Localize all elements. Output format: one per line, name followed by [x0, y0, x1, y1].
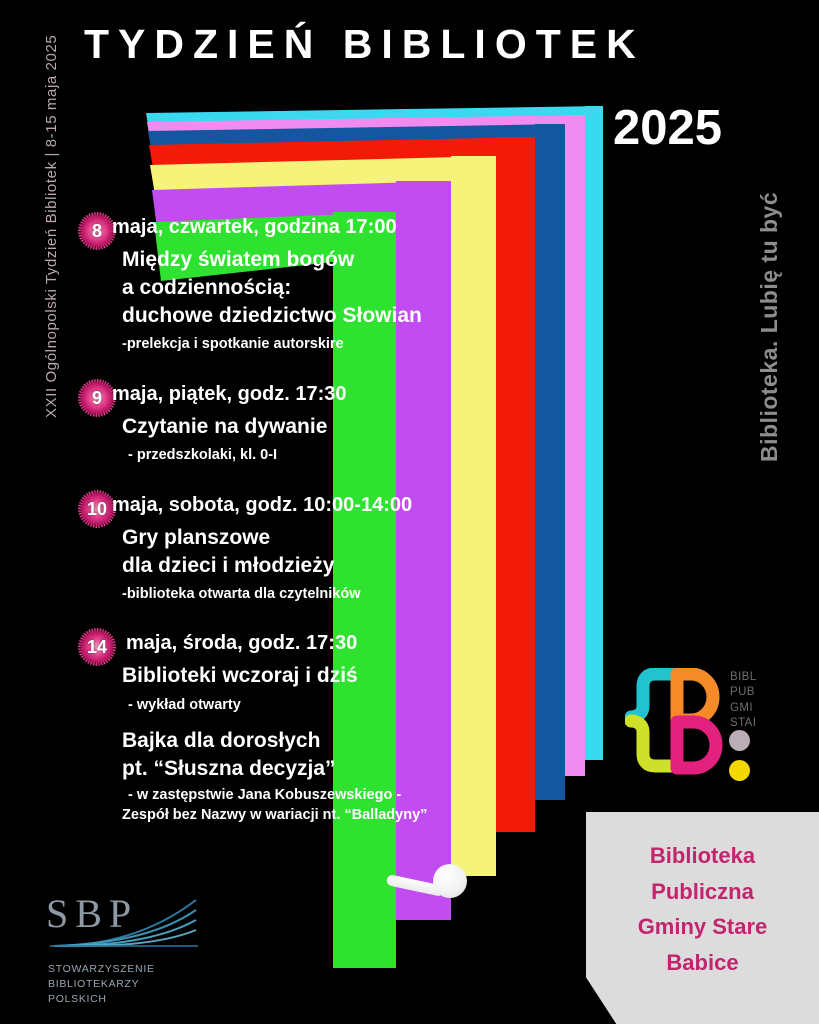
event-header: 14 maja, środa, godz. 17:30: [78, 628, 508, 667]
b-logo-caption-line: STAI: [730, 716, 757, 729]
event-note-line: - wykład otwarty: [128, 696, 241, 713]
b-logo-caption-line: BIBL: [730, 671, 757, 683]
event-title: Biblioteki wczoraj i dziś: [122, 662, 508, 690]
event-item: 14 maja, środa, godz. 17:30 Biblioteki w…: [78, 628, 508, 825]
sbp-caption-line: BIBLIOTEKARZY: [48, 978, 140, 991]
b-logo-caption-line: GMI: [730, 701, 753, 714]
event-title-line: dla dzieci i młodzieży: [122, 553, 335, 577]
b-logo-caption-line: PUB: [730, 686, 755, 699]
event-title: Między światem bogów a codziennością: du…: [122, 246, 508, 330]
event-item: 8 maja, czwartek, godzina 17:00 Między ś…: [78, 212, 508, 355]
event-note-line: - przedszkolaki, kl. 0-I: [128, 447, 278, 464]
year-label: 2025: [613, 101, 723, 155]
game-spinner-icon: [385, 862, 467, 898]
b-logo-dot-yellow-icon: [729, 760, 750, 781]
sbp-swoosh-icon: [50, 899, 198, 948]
event-note: - przedszkolaki, kl. 0-I: [128, 446, 508, 466]
event-item: 10 maja, sobota, godz. 10:00-14:00 Gry p…: [78, 489, 508, 898]
left-vertical-text: XXII Ogólnopolski Tydzień Bibliotek | 8-…: [43, 34, 60, 418]
event-title-line: pt. “Słuszna decyzja”: [122, 757, 336, 781]
library-name-line: Publiczna: [651, 878, 754, 904]
event-item: 9 maja, piątek, godz. 17:30 Czytanie na …: [78, 378, 508, 466]
library-name-panel: Biblioteka Publiczna Gminy Stare Babice: [586, 812, 819, 1024]
event-title-line: Między światem bogów: [122, 248, 355, 271]
sbp-letters: SBP: [46, 891, 139, 936]
event-note-line: -prelekcja i spotkanie autorskire: [122, 336, 344, 353]
page-title: TYDZIEŃ BIBLIOTEK: [84, 21, 645, 67]
b-logo-dot-grey-icon: [729, 730, 750, 751]
event-title-line: Bajka dla dorosłych: [122, 729, 321, 753]
event-note-secondary: - w zastępstwie Jana Kobuszewskiego - Ze…: [122, 786, 508, 825]
event-date-line: maja, sobota, godz. 10:00-14:00: [112, 493, 413, 516]
spinner-disc: [433, 863, 467, 898]
events-list: 8 maja, czwartek, godzina 17:00 Między ś…: [78, 212, 508, 898]
event-title-secondary: Bajka dla dorosłych pt. “Słuszna decyzja…: [122, 727, 508, 783]
event-title-line: duchowe dziedzictwo Słowian: [122, 304, 422, 328]
starburst-icon: 10: [78, 489, 116, 528]
library-name-line: Biblioteka: [649, 843, 756, 868]
event-day: 10: [86, 498, 108, 519]
event-header: 8 maja, czwartek, godzina 17:00: [78, 212, 508, 250]
starburst-icon: 8: [78, 212, 116, 250]
event-title: Czytanie na dywanie: [122, 413, 508, 441]
event-note-line: Zespół bez Nazwy w wariacji nt. “Ballady…: [122, 806, 428, 823]
event-date-line: maja, piątek, godz. 17:30: [112, 382, 347, 405]
sbp-caption-line: POLSKICH: [48, 993, 107, 1006]
event-note-line: -biblioteka otwarta dla czytelników: [122, 585, 361, 602]
event-header: 10 maja, sobota, godz. 10:00-14:00: [78, 489, 508, 528]
event-day: 9: [91, 387, 102, 408]
library-b-logo: BIBL PUB GMI STAI: [624, 667, 795, 790]
event-date-line: maja, czwartek, godzina 17:00: [112, 216, 397, 238]
event-note: - wykład otwarty: [128, 696, 508, 716]
event-title-line: Biblioteki wczoraj i dziś: [122, 664, 358, 688]
event-day: 8: [91, 221, 102, 241]
library-name-text: Biblioteka Publiczna Gminy Stare Babice: [586, 838, 819, 981]
library-name-line: Gminy Stare: [637, 914, 768, 940]
sbp-caption: STOWARZYSZENIE BIBLIOTEKARZY POLSKICH: [48, 962, 155, 1008]
event-date-line: maja, środa, godz. 17:30: [126, 632, 358, 655]
event-note-line: - w zastępstwie Jana Kobuszewskiego -: [128, 787, 402, 804]
event-note: -prelekcja i spotkanie autorskire: [122, 335, 508, 355]
sbp-mark: SBP: [46, 891, 206, 958]
event-title: Gry planszowe dla dzieci i młodzieży: [122, 524, 508, 580]
b-logo-caption: BIBL PUB GMI STAI: [730, 670, 757, 731]
event-day: 14: [86, 637, 108, 658]
right-vertical-text: Biblioteka. Lubię tu być: [756, 191, 782, 462]
sbp-caption-line: STOWARZYSZENIE: [48, 963, 155, 975]
event-title-line: Gry planszowe: [122, 525, 271, 549]
b-logo-mark-icon: [624, 667, 723, 775]
event-title-line: Czytanie na dywanie: [122, 414, 328, 438]
event-header: 9 maja, piątek, godz. 17:30: [78, 378, 508, 417]
library-name-line: Babice: [666, 949, 739, 975]
event-note: -biblioteka otwarta dla czytelników: [122, 585, 508, 605]
sbp-logo: SBP STOWARZYSZENIE BIBLIOTEKARZY POLSKIC…: [46, 891, 226, 1012]
starburst-icon: 9: [78, 378, 116, 417]
starburst-icon: 14: [78, 628, 116, 667]
event-title-line: a codziennością:: [122, 276, 292, 300]
